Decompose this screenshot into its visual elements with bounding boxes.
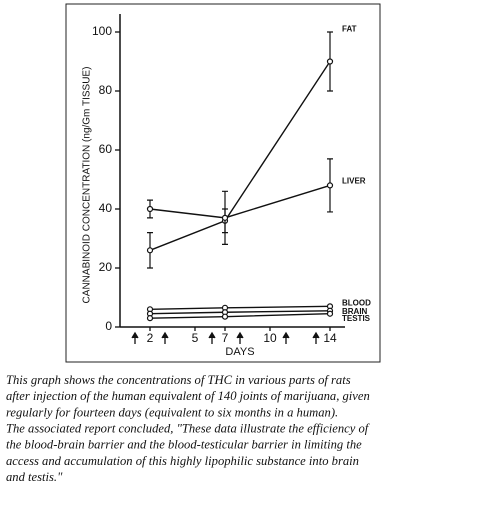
caption-line: the blood-brain barrier and the blood-te…: [6, 438, 362, 452]
caption-line: This graph shows the concentrations of T…: [6, 373, 351, 387]
y-tick-label: 40: [99, 201, 113, 215]
injection-arrows: [131, 331, 320, 344]
y-tick-label: 80: [99, 83, 113, 97]
series-line: [149, 305, 331, 310]
data-point: [221, 313, 229, 320]
y-tick-label: 100: [92, 24, 112, 38]
data-point: [146, 205, 154, 213]
x-axis-label: DAYS: [225, 346, 254, 358]
x-tick-label: 7: [222, 331, 229, 345]
caption-line: after injection of the human equivalent …: [6, 389, 370, 403]
caption-line: and testis.": [6, 470, 63, 484]
y-tick-label: 0: [105, 319, 112, 333]
x-tick-label: 5: [192, 331, 199, 345]
y-tick-label: 60: [99, 142, 113, 156]
data-point: [326, 310, 334, 317]
x-tick-label: 2: [147, 331, 154, 345]
x-tick-label: 10: [263, 331, 277, 345]
caption-line: access and accumulation of this highly l…: [6, 454, 359, 468]
data-point: [146, 247, 154, 254]
series-line: [149, 313, 331, 319]
data-point: [146, 315, 154, 322]
data-point: [326, 58, 334, 65]
series-line: [149, 61, 331, 251]
caption-line: regularly for fourteen days (equivalent …: [6, 405, 338, 419]
series-label: FAT: [342, 25, 357, 34]
y-axis-label: CANNABINOID CONCENTRATION (ng/Gm TISSUE): [82, 67, 93, 304]
caption: This graph shows the concentrations of T…: [6, 373, 370, 484]
data-point: [326, 182, 334, 189]
data-point: [221, 214, 229, 221]
frame: [65, 3, 381, 363]
series-label: BLOOD: [342, 298, 371, 307]
y-tick-label: 20: [99, 260, 113, 274]
x-tick-label: 14: [323, 331, 337, 345]
series-line: [149, 184, 331, 219]
caption-line: The associated report concluded, "These …: [6, 421, 370, 435]
series-line: [149, 310, 331, 315]
series-label: LIVER: [342, 177, 366, 186]
series-label: TESTIS: [342, 314, 371, 323]
series-label: BRAIN: [342, 307, 368, 316]
